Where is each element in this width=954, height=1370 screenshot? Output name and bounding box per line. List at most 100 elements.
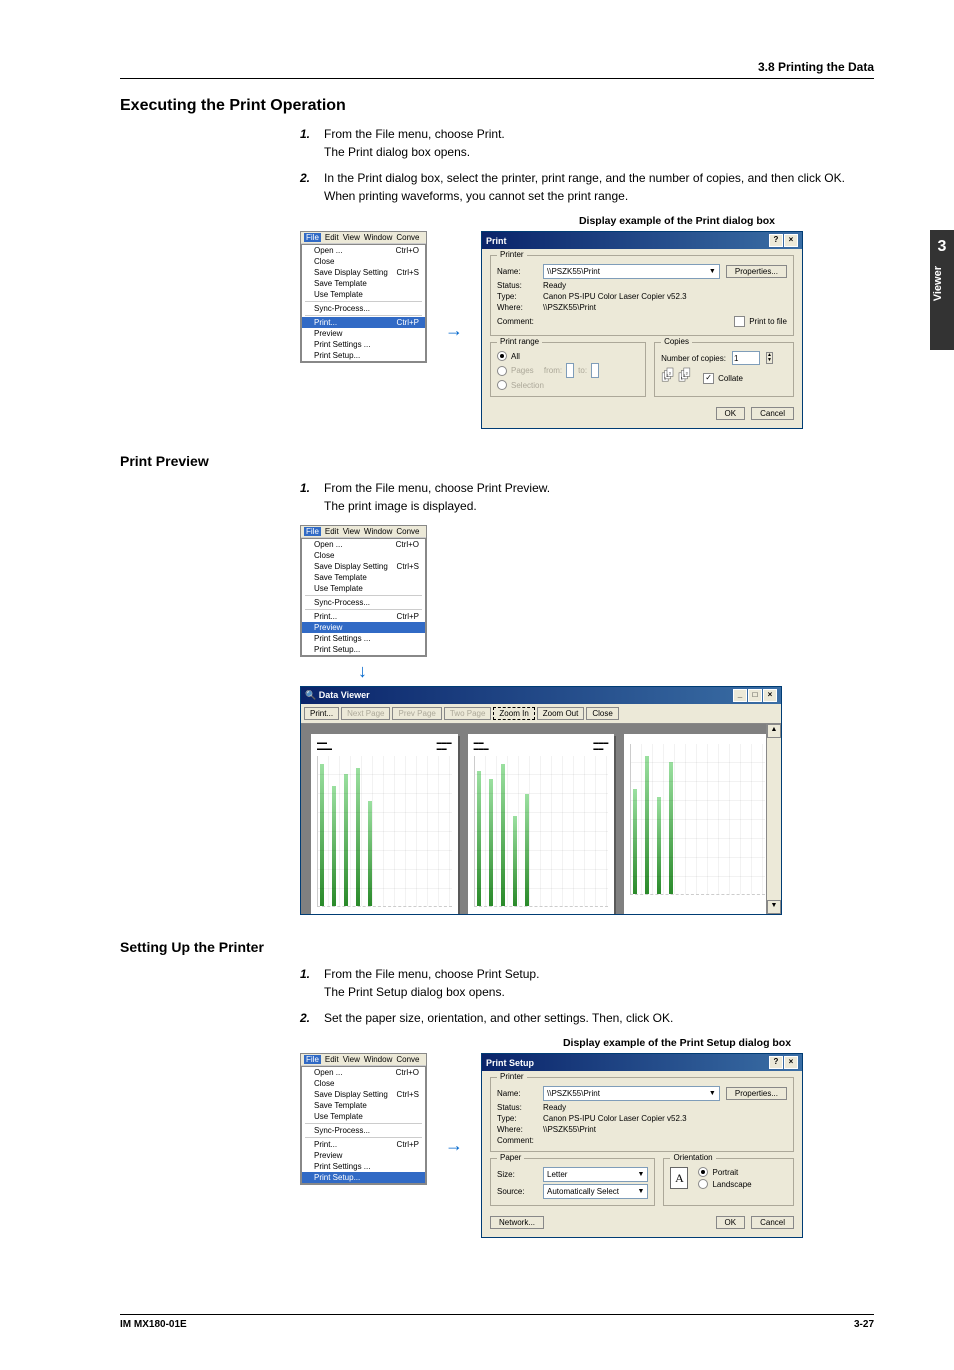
scroll-down-icon[interactable]: ▼ — [767, 900, 781, 914]
menu-conve[interactable]: Conve — [396, 233, 419, 242]
menu-view[interactable]: View — [343, 233, 360, 242]
menu-item-setup-hl[interactable]: Print Setup... — [302, 1172, 425, 1183]
menu-item[interactable]: Open ...Ctrl+O — [302, 539, 425, 550]
menu-item[interactable]: Save Template — [302, 572, 425, 583]
menu-file[interactable]: File — [304, 1055, 321, 1064]
step-number: 1. — [300, 125, 324, 161]
network-button[interactable]: Network... — [490, 1216, 544, 1229]
print-to-file-check[interactable]: Print to file — [734, 316, 787, 327]
menu-edit[interactable]: Edit — [325, 233, 339, 242]
menu-item[interactable]: Sync-Process... — [302, 1125, 425, 1136]
help-icon[interactable]: ? — [769, 1056, 783, 1069]
menu-item[interactable]: Save Template — [302, 1100, 425, 1111]
minimize-icon[interactable]: _ — [733, 689, 747, 702]
close-icon[interactable]: × — [784, 234, 798, 247]
orientation-icon: A — [670, 1167, 688, 1189]
menu-item-save-template[interactable]: Save Template — [302, 278, 425, 289]
menu-item[interactable]: Preview — [302, 1150, 425, 1161]
scroll-up-icon[interactable]: ▲ — [767, 724, 781, 738]
menu-item-sync[interactable]: Sync-Process... — [302, 303, 425, 314]
step-sub: The Print dialog box opens. — [324, 145, 470, 159]
properties-button[interactable]: Properties... — [726, 1087, 787, 1100]
maximize-icon[interactable]: □ — [748, 689, 762, 702]
preview-title: Print Preview — [120, 453, 874, 469]
menu-item[interactable]: Print Settings ... — [302, 633, 425, 644]
data-viewer-titlebar: 🔍 Data Viewer _ □ × — [301, 687, 781, 704]
ok-button[interactable]: OK — [716, 407, 746, 420]
tb-zoomin-button[interactable]: Zoom In — [493, 707, 534, 720]
step-number: 2. — [300, 1009, 324, 1027]
tb-print-button[interactable]: Print... — [304, 707, 339, 720]
svg-text:1: 1 — [681, 376, 683, 380]
close-icon[interactable]: × — [763, 689, 777, 702]
name-label: Name: — [497, 1089, 537, 1098]
ok-button[interactable]: OK — [716, 1216, 746, 1229]
data-viewer-window: 🔍 Data Viewer _ □ × Print... Next Page P… — [300, 686, 782, 915]
menu-item-close[interactable]: Close — [302, 256, 425, 267]
collate-check[interactable]: ✓Collate — [703, 373, 743, 384]
scrollbar[interactable]: ▲ ▼ — [766, 724, 781, 914]
menu-item-preview[interactable]: Preview — [302, 328, 425, 339]
menu-item[interactable]: Close — [302, 550, 425, 561]
menu-file[interactable]: File — [304, 233, 321, 242]
source-select[interactable]: Automatically Select▼ — [543, 1184, 648, 1199]
page-footer: IM MX180-01E 3-27 — [120, 1314, 874, 1330]
menu-item-open[interactable]: Open ...Ctrl+O — [302, 245, 425, 256]
step-lead: Set the paper size, orientation, and oth… — [324, 1011, 673, 1025]
print-dialog-title: Print — [486, 236, 507, 246]
menu-item-print-setup[interactable]: Print Setup... — [302, 350, 425, 361]
menu-item[interactable]: Save Display SettingCtrl+S — [302, 1089, 425, 1100]
menu-file[interactable]: File — [304, 527, 321, 536]
collate-icon: 123 123 — [661, 367, 697, 389]
step: 1. From the File menu, choose Print Setu… — [300, 965, 874, 1001]
setup-dialog-titlebar: Print Setup ? × — [482, 1054, 802, 1071]
menu-item[interactable]: Print Setup... — [302, 644, 425, 655]
tb-close-button[interactable]: Close — [586, 707, 618, 720]
setup-printer-group: Printer Name: \\PSZK55\Print▼ Properties… — [490, 1077, 794, 1152]
print-dialog: Print ? × Printer Name: \\PSZK55\Print▼ — [481, 231, 803, 429]
num-copies-label: Number of copies: — [661, 354, 726, 363]
menu-item[interactable]: Save Display SettingCtrl+S — [302, 561, 425, 572]
step-number: 1. — [300, 965, 324, 1001]
menu-item-print-settings[interactable]: Print Settings ... — [302, 339, 425, 350]
menu-item-print[interactable]: Print...Ctrl+P — [302, 317, 425, 328]
menu-item[interactable]: Sync-Process... — [302, 597, 425, 608]
step: 1. From the File menu, choose Print Prev… — [300, 479, 874, 515]
properties-button[interactable]: Properties... — [726, 265, 787, 278]
orientation-group: Orientation A Portrait Landscape — [663, 1158, 794, 1206]
cancel-button[interactable]: Cancel — [751, 1216, 794, 1229]
setup-name-select[interactable]: \\PSZK55\Print▼ — [543, 1086, 720, 1101]
comment-label: Comment: — [497, 1136, 537, 1145]
menu-item[interactable]: Use Template — [302, 1111, 425, 1122]
where-value: \\PSZK55\Print — [543, 303, 596, 312]
side-tab: 3 Viewer — [930, 230, 954, 350]
status-label: Status: — [497, 1103, 537, 1112]
tb-zoomout-button[interactable]: Zoom Out — [537, 707, 585, 720]
menu-item-preview-hl[interactable]: Preview — [302, 622, 425, 633]
spinner-buttons[interactable]: ▲▼ — [766, 352, 773, 364]
help-icon[interactable]: ? — [769, 234, 783, 247]
menu-window[interactable]: Window — [364, 233, 392, 242]
tb-prev-button: Prev Page — [392, 707, 441, 720]
menu-item-print[interactable]: Print...Ctrl+P — [302, 611, 425, 622]
step-sub: The Print Setup dialog box opens. — [324, 985, 505, 999]
landscape-radio[interactable]: Landscape — [698, 1179, 751, 1189]
size-select[interactable]: Letter▼ — [543, 1167, 648, 1182]
menu-item[interactable]: Open ...Ctrl+O — [302, 1067, 425, 1078]
menu-item-use-template[interactable]: Use Template — [302, 289, 425, 300]
close-icon[interactable]: × — [784, 1056, 798, 1069]
cancel-button[interactable]: Cancel — [751, 407, 794, 420]
menu-item[interactable]: Print...Ctrl+P — [302, 1139, 425, 1150]
menu-item[interactable]: Print Settings ... — [302, 1161, 425, 1172]
arrow-down-icon: ↓ — [300, 661, 425, 682]
printer-name-select[interactable]: \\PSZK55\Print▼ — [543, 264, 720, 279]
menu-item[interactable]: Use Template — [302, 583, 425, 594]
range-all-radio[interactable]: All — [497, 351, 639, 361]
menu-item[interactable]: Close — [302, 1078, 425, 1089]
chapter-number: 3 — [930, 230, 954, 256]
name-label: Name: — [497, 267, 537, 276]
num-copies-spinner[interactable]: 1 — [732, 351, 760, 365]
menu-item-save-display[interactable]: Save Display SettingCtrl+S — [302, 267, 425, 278]
preview-page: ▬▬▬▬▬▬▬▬▬▬ — [311, 734, 458, 914]
portrait-radio[interactable]: Portrait — [698, 1167, 751, 1177]
